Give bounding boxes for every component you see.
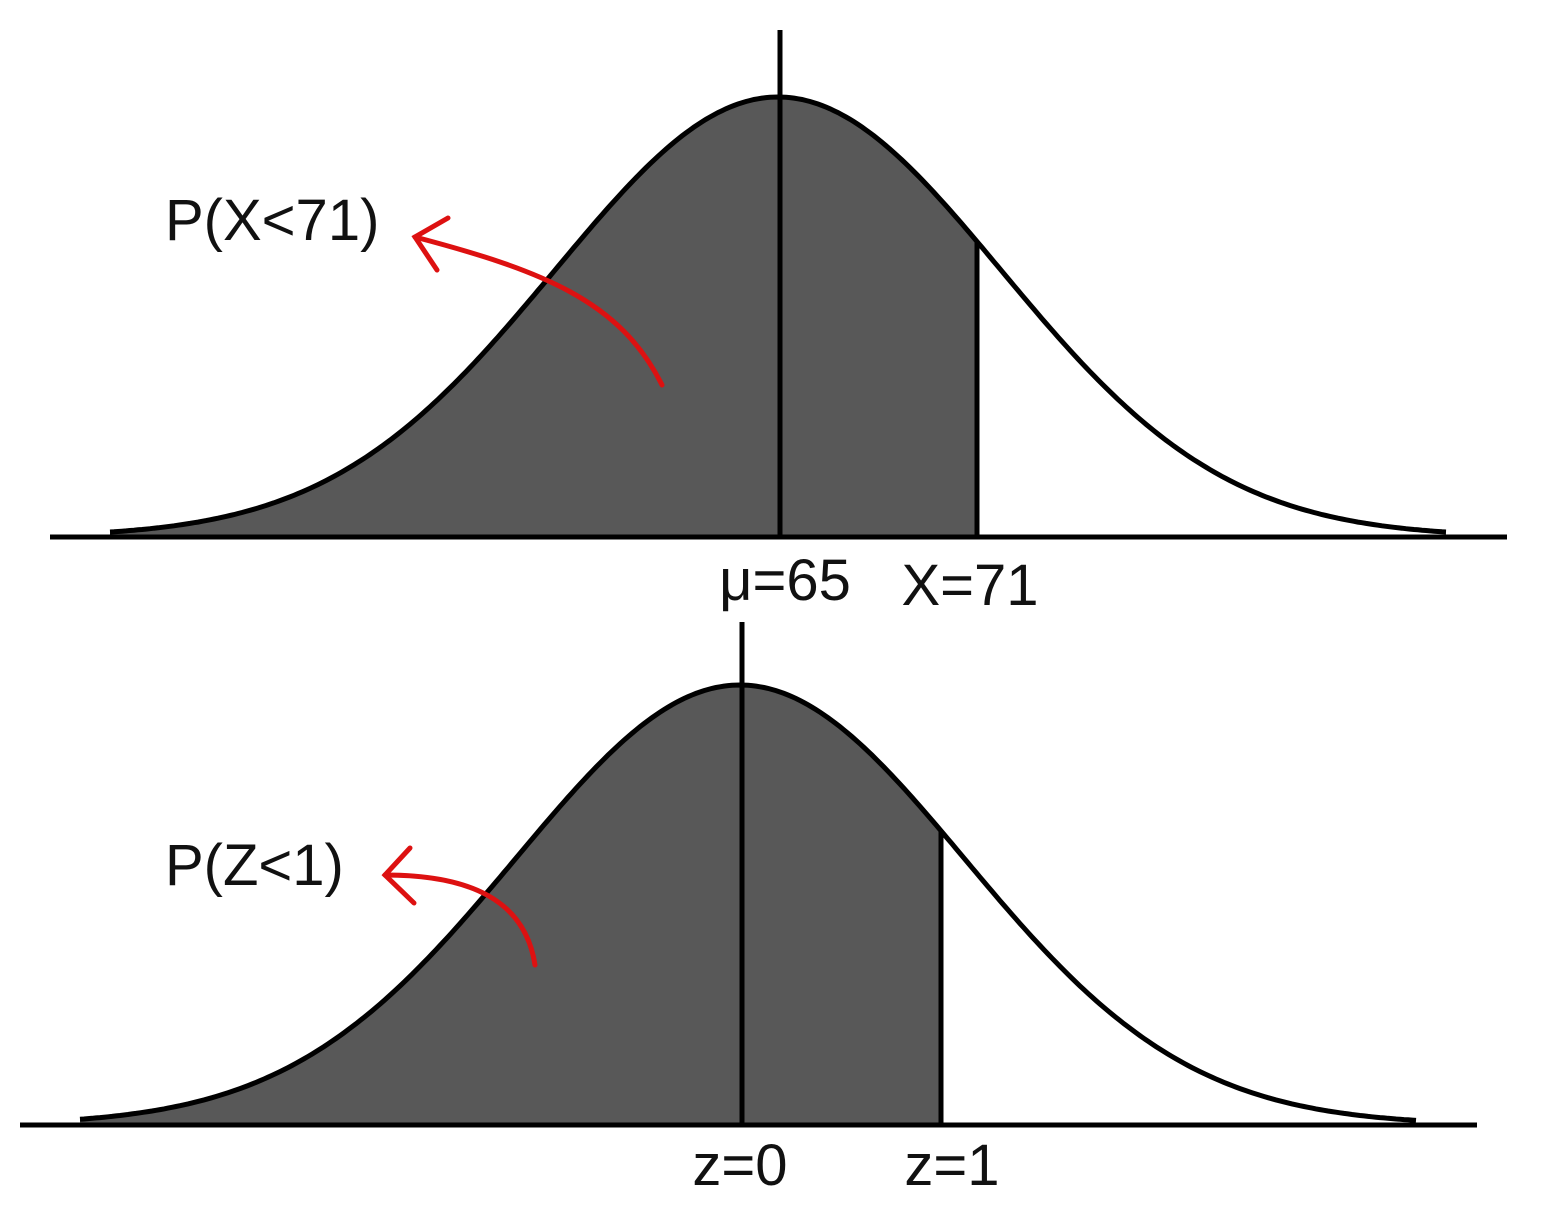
arrow (382, 872, 538, 968)
region-label: P(X<71) (165, 188, 379, 253)
center-label: μ=65 (719, 548, 851, 613)
panel-top: P(X<71) μ=65 X=71 (50, 30, 1507, 618)
arrow-head (411, 215, 451, 273)
arrow (412, 234, 665, 388)
region-label: P(Z<1) (165, 833, 344, 898)
bound-label: X=71 (901, 553, 1038, 618)
center-label: z=0 (692, 1133, 787, 1198)
shaded-region (110, 97, 977, 537)
panel-bottom: P(Z<1) z=0 z=1 (20, 622, 1477, 1198)
bell-curve (79, 682, 1417, 1123)
shaded-region (80, 685, 941, 1125)
arrow-head (381, 845, 417, 906)
bound-label: z=1 (904, 1133, 999, 1198)
